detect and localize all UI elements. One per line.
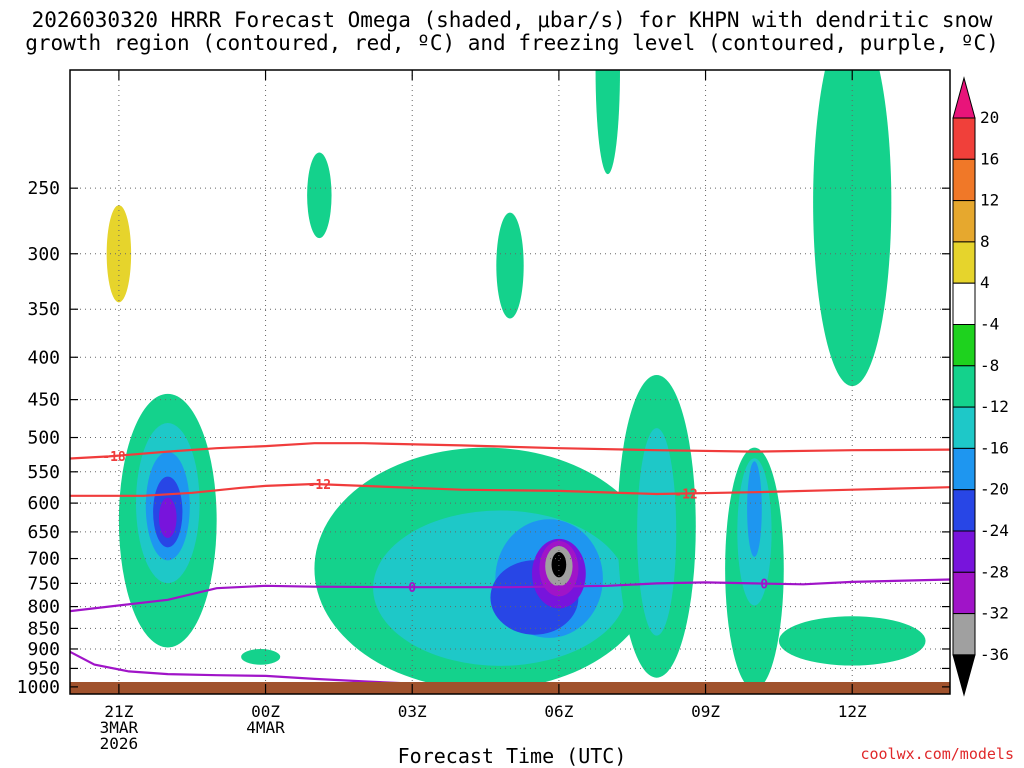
y-tick-label: 700 <box>27 549 60 570</box>
colorbar: 20 16 12 8 4 -4 -8 -12 -16 -20 -24 -28 -32 -36 <box>952 76 1009 697</box>
colorbar-label: -28 <box>980 562 1009 581</box>
x-tick-label: 2026 <box>100 734 139 753</box>
colorbar-arrow-top <box>952 76 976 119</box>
x-tick-label: 00Z <box>251 702 280 721</box>
omega-region--24 <box>158 497 177 539</box>
omega-region--8 <box>595 70 620 175</box>
omega-region-4 <box>245 373 276 530</box>
colorbar-label: 4 <box>980 273 990 292</box>
x-tick-label: 09Z <box>691 702 720 721</box>
omega-region-4 <box>888 422 914 522</box>
ground-strip <box>70 682 950 694</box>
colorbar-label: -12 <box>980 397 1009 416</box>
y-tick-label: 850 <box>27 618 60 639</box>
colorbar-label: 16 <box>980 149 999 168</box>
colorbar-segment <box>952 571 976 615</box>
omega-region--16 <box>747 461 762 557</box>
plot-frame <box>69 69 951 695</box>
omega-shading <box>89 70 926 690</box>
omega-region-8 <box>106 205 132 303</box>
omega-region-4 <box>803 530 833 588</box>
contour-label-dgz-top: -18 <box>102 450 126 465</box>
contour-freezing-upper <box>70 578 950 613</box>
colorbar-label: -20 <box>980 480 1009 499</box>
x-tick-label: 21Z <box>104 702 133 721</box>
colorbar-label: 8 <box>980 232 990 251</box>
omega-region--8 <box>496 212 524 319</box>
colorbar-segment <box>952 117 976 160</box>
omega-region-4 <box>395 294 430 364</box>
colorbar-segment <box>952 158 976 202</box>
colorbar-segment <box>952 489 976 532</box>
x-tick-label: 3MAR <box>100 718 139 737</box>
chart-title-line-1: 2026030320 HRRR Forecast Omega (shaded, … <box>31 8 993 32</box>
y-tick-label: 400 <box>27 347 60 368</box>
colorbar-segment <box>952 530 976 573</box>
colorbar-label: 20 <box>980 108 999 127</box>
y-tick-label: 1000 <box>17 677 60 698</box>
omega-region-4 <box>700 428 711 509</box>
y-axis: 2503003504004505005506006507007508008509… <box>17 178 950 698</box>
omega-region--8 <box>241 649 281 665</box>
colorbar-segment <box>952 365 976 408</box>
colorbar-label: -32 <box>980 604 1009 623</box>
y-tick-label: 900 <box>27 639 60 660</box>
colorbar-segment <box>952 406 976 449</box>
omega-region--8 <box>307 152 332 239</box>
y-tick-label: 950 <box>27 658 60 679</box>
y-tick-label: 350 <box>27 299 60 320</box>
colorbar-segment <box>952 447 976 491</box>
colorbar-segment <box>952 200 976 243</box>
credit-link[interactable]: coolwx.com/models <box>860 745 1014 763</box>
x-tick-label: 06Z <box>544 702 573 721</box>
colorbar-label: -16 <box>980 438 1009 457</box>
colorbar-segment <box>952 324 976 367</box>
contour-dgz-top <box>70 442 950 460</box>
chart-title-line-2: growth region (contoured, red, ºC) and f… <box>25 31 999 55</box>
colorbar-arrow-bottom <box>952 654 976 697</box>
colorbar-segment <box>952 613 976 656</box>
y-tick-label: 450 <box>27 390 60 411</box>
y-tick-label: 500 <box>27 428 60 449</box>
contour-label-dgz-bottom: -12 <box>674 487 697 502</box>
colorbar-label: -4 <box>980 315 999 334</box>
colorbar-segment <box>952 241 976 284</box>
y-tick-label: 600 <box>27 493 60 514</box>
y-tick-label: 750 <box>27 573 60 594</box>
x-tick-label: 12Z <box>838 702 867 721</box>
contour-lines: -18 -12 -12 0 0 <box>70 442 950 687</box>
contour-dgz-bottom <box>70 482 950 497</box>
y-tick-label: 250 <box>27 178 60 199</box>
contour-label-freezing-upper: 0 <box>760 578 768 593</box>
x-tick-label: 4MAR <box>246 718 285 737</box>
contour-label-dgz-bottom: -12 <box>308 478 331 493</box>
y-tick-label: 550 <box>27 462 60 483</box>
colorbar-label: -36 <box>980 645 1009 664</box>
x-tick-label: 03Z <box>398 702 427 721</box>
x-axis-title: Forecast Time (UTC) <box>397 744 627 768</box>
colorbar-label: -24 <box>980 521 1009 540</box>
omega-region--8 <box>813 70 892 387</box>
colorbar-label: -8 <box>980 356 999 375</box>
colorbar-label: 12 <box>980 191 999 210</box>
y-tick-label: 800 <box>27 597 60 618</box>
colorbar-segment <box>952 282 976 326</box>
contour-label-freezing-upper: 0 <box>408 581 416 596</box>
y-tick-label: 300 <box>27 244 60 265</box>
y-tick-label: 650 <box>27 522 60 543</box>
